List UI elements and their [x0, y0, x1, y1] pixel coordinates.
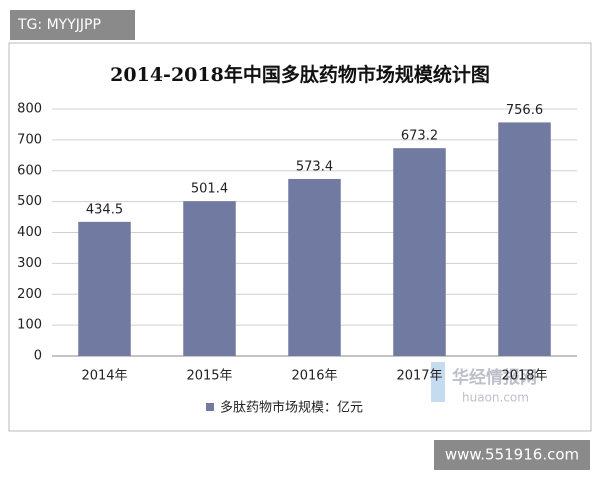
x-tick-label: 2014年 — [81, 369, 127, 384]
y-tick-label: 800 — [17, 102, 42, 117]
bar — [183, 201, 236, 356]
site-text: www.551916.com — [445, 446, 579, 464]
value-label: 673.2 — [401, 129, 438, 144]
x-tick-label: 2017年 — [396, 369, 442, 384]
bar — [78, 221, 131, 356]
y-tick-label: 0 — [34, 349, 42, 364]
tag-text: TG: MYYJJPP — [17, 17, 101, 33]
site-box — [434, 440, 590, 470]
y-tick-label: 600 — [17, 163, 42, 178]
value-label: 573.4 — [296, 159, 333, 174]
x-tick-label: 2016年 — [291, 369, 337, 384]
logo-icon — [431, 362, 445, 402]
value-label: 434.5 — [86, 202, 123, 217]
y-tick-label: 200 — [17, 287, 42, 302]
legend-swatch — [206, 403, 214, 411]
tag-box — [10, 10, 135, 40]
y-tick-label: 700 — [17, 132, 42, 147]
y-tick-label: 300 — [17, 256, 42, 271]
y-tick-label: 500 — [17, 194, 42, 209]
chart-title: 2014-2018年中国多肽药物市场规模统计图 — [110, 63, 490, 86]
x-tick-label: 2015年 — [186, 369, 232, 384]
y-tick-label: 100 — [17, 318, 42, 333]
bar — [498, 122, 551, 356]
value-label: 756.6 — [506, 103, 543, 118]
logo-name: 华经情报网 — [452, 367, 537, 388]
bar — [288, 178, 341, 356]
legend-label: 多肽药物市场规模：亿元 — [220, 400, 363, 416]
bar — [393, 148, 446, 356]
y-tick-label: 400 — [17, 225, 42, 240]
logo-url: huaon.com — [462, 391, 529, 405]
value-label: 501.4 — [191, 182, 228, 197]
x-tick-label: 2018年 — [501, 369, 547, 384]
